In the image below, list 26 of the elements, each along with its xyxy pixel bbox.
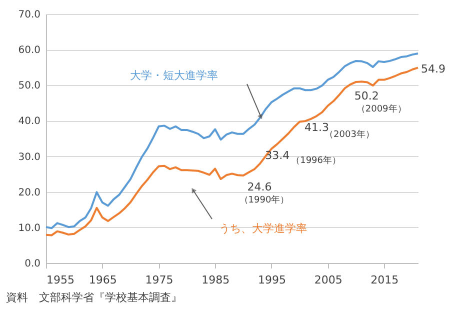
data-label: 50.2 <box>354 89 379 102</box>
y-tick-label: 0.0 <box>24 258 40 270</box>
x-tick-label: 1955 <box>46 274 74 286</box>
x-tick-label: 1965 <box>88 274 117 286</box>
y-tick-label: 70.0 <box>18 10 40 20</box>
annotation: （1990年） <box>239 194 290 206</box>
data-label: 54.9 <box>421 62 446 76</box>
y-tick-label: 30.0 <box>18 152 40 163</box>
text: うち、大学進学率 <box>219 222 307 235</box>
y-tick-label: 60.0 <box>18 45 40 56</box>
annotation: （2009年） <box>356 103 406 114</box>
x-tick-label: 1975 <box>145 274 174 286</box>
x-tick-label: 2015 <box>370 274 399 286</box>
x-tick-label: 1995 <box>258 274 286 286</box>
text: 資料 文部科学省『学校基本調査』 <box>6 291 182 304</box>
x-tick-label: 2005 <box>314 274 342 286</box>
text: 大学・短大進学率 <box>130 69 218 82</box>
y-tick-label: 10.0 <box>18 222 40 234</box>
data-label: 41.3 <box>304 121 330 134</box>
annotation: （1996年） <box>291 155 341 166</box>
data-label: 24.6 <box>247 180 272 194</box>
data-label: 33.4 <box>265 149 290 162</box>
x-tick-label: 1985 <box>202 274 230 286</box>
y-tick-label: 20.0 <box>18 187 40 198</box>
y-tick-label: 40.0 <box>18 116 40 128</box>
y-tick-label: 50.0 <box>18 80 40 92</box>
